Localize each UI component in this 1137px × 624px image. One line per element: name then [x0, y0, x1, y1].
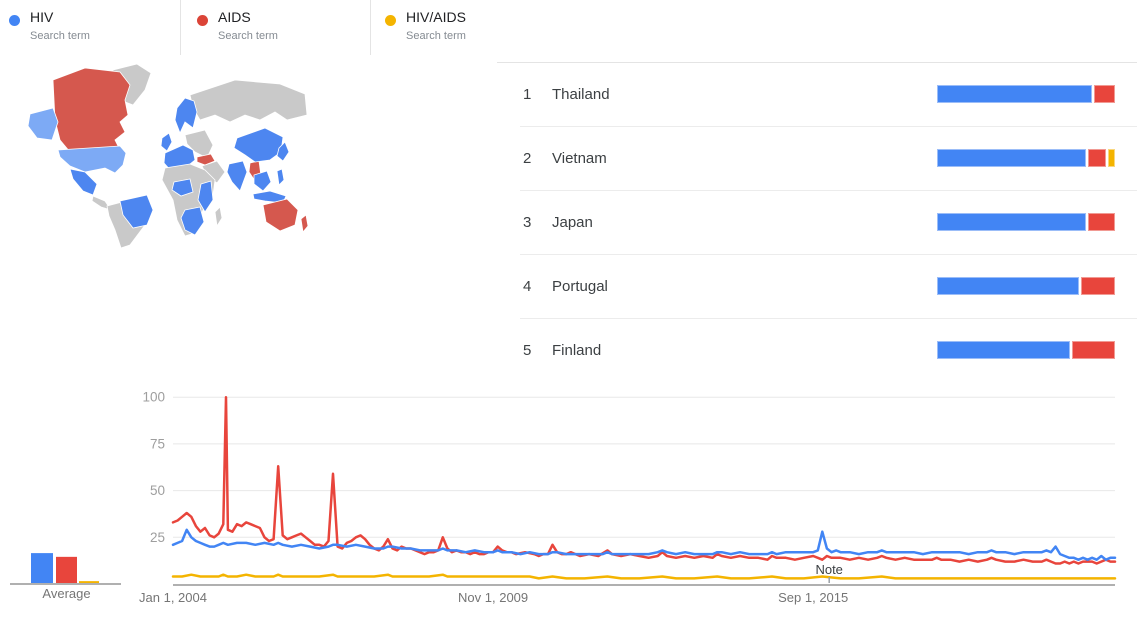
average-bar-hiv — [31, 553, 53, 583]
bar-segment-hiv — [937, 341, 1070, 359]
region-name: Vietnam — [552, 150, 607, 167]
map-region-madagascar[interactable] — [214, 206, 223, 228]
series-line-aids — [171, 395, 1117, 565]
x-axis-tick-label: Sep 1, 2015 — [778, 590, 848, 605]
bar-segment-hiv-aids — [1108, 149, 1115, 167]
legend-term-type: Search term — [218, 30, 278, 42]
search-share-bar — [937, 277, 1117, 295]
series-line-hiv-aids — [171, 573, 1117, 580]
map-region-australia[interactable] — [262, 198, 299, 232]
legend-item-hiv-aids[interactable]: HIV/AIDS Search term — [371, 0, 497, 55]
ranked-list-row[interactable]: 3 Japan — [520, 191, 1137, 255]
rank-number: 4 — [523, 278, 532, 295]
region-name: Portugal — [552, 278, 608, 295]
map-region-philippines[interactable] — [276, 168, 285, 186]
legend-term-type: Search term — [30, 30, 90, 42]
map-region-russia[interactable] — [189, 79, 308, 123]
rank-number: 2 — [523, 150, 532, 167]
map-region-uk[interactable] — [160, 132, 173, 152]
map-region-alaska[interactable] — [27, 107, 59, 141]
bar-segment-aids — [1081, 277, 1115, 295]
x-axis-tick-label: Nov 1, 2009 — [458, 590, 528, 605]
y-axis-tick-label: 100 — [142, 390, 165, 405]
map-region-japan[interactable] — [276, 141, 290, 162]
bar-segment-hiv — [937, 149, 1086, 167]
rank-number: 3 — [523, 214, 532, 231]
legend-term-label: HIV/AIDS — [406, 9, 466, 25]
map-region-west-africa[interactable] — [171, 178, 194, 197]
map-region-southern-africa[interactable] — [180, 206, 205, 236]
map-region-china[interactable] — [233, 127, 284, 163]
map-region-central-america[interactable] — [91, 195, 112, 211]
bar-segment-hiv — [937, 277, 1079, 295]
y-axis-tick-label: 50 — [150, 483, 165, 498]
bar-segment-hiv — [937, 213, 1086, 231]
x-axis-tick-label: Jan 1, 2004 — [139, 590, 207, 605]
rank-number: 1 — [523, 86, 532, 103]
average-axis-label: Average — [42, 586, 91, 601]
legend-item-aids[interactable]: AIDS Search term — [181, 0, 371, 55]
map-region-new-zealand[interactable] — [300, 214, 309, 233]
rank-number: 5 — [523, 342, 532, 359]
search-share-bar — [937, 149, 1117, 167]
bar-segment-aids — [1094, 85, 1115, 103]
hiv-aids-color-dot — [385, 13, 396, 31]
search-share-bar — [937, 213, 1117, 231]
legend-item-hiv[interactable]: HIV Search term — [0, 0, 181, 55]
map-region-mexico[interactable] — [69, 168, 98, 196]
ranked-list-row[interactable]: 2 Vietnam — [520, 127, 1137, 191]
map-region-canada[interactable] — [52, 67, 131, 156]
region-name: Thailand — [552, 86, 610, 103]
ranked-list-row[interactable]: 1 Thailand — [520, 63, 1137, 127]
interest-over-time-chart[interactable]: 25 50 75 100 Jan 1, 2004 Nov 1, 2009 Sep 1, 20… — [90, 385, 1137, 624]
bar-segment-aids — [1088, 213, 1115, 231]
world-choropleth-map[interactable] — [25, 60, 325, 250]
legend-term-label: AIDS — [218, 9, 251, 25]
map-region-usa[interactable] — [57, 145, 127, 174]
region-name: Finland — [552, 342, 602, 359]
map-region-scandinavia[interactable] — [174, 97, 198, 135]
search-share-bar — [937, 85, 1117, 103]
legend-term-label: HIV — [30, 9, 54, 25]
map-region-east-africa[interactable] — [197, 180, 214, 213]
ranked-list-row[interactable]: 4 Portugal — [520, 255, 1137, 319]
bar-segment-hiv — [937, 85, 1092, 103]
average-mini-chart[interactable] — [9, 540, 124, 586]
average-bar-hiv-aids — [79, 581, 99, 583]
region-name: Japan — [552, 214, 593, 231]
search-share-bar — [937, 341, 1117, 359]
map-region-southeast-asia[interactable] — [253, 170, 272, 192]
bar-segment-aids — [1072, 341, 1115, 359]
series-line-hiv — [171, 528, 1117, 561]
ranked-list-row[interactable]: 5 Finland — [520, 319, 1137, 382]
map-region-brazil[interactable] — [119, 194, 154, 229]
y-axis-tick-label: 75 — [150, 436, 165, 451]
chart-note-annotation[interactable]: Note — [815, 562, 842, 577]
y-axis-tick-label: 25 — [150, 530, 165, 545]
legend-term-type: Search term — [406, 30, 466, 42]
bar-segment-aids — [1088, 149, 1106, 167]
average-bar-aids — [56, 556, 77, 583]
aids-color-dot — [197, 13, 208, 31]
ranked-region-list: 1 Thailand 2 Vietnam 3 Japan 4 Portugal 5 Finland — [497, 62, 1137, 382]
map-region-india[interactable] — [226, 160, 248, 192]
hiv-color-dot — [9, 13, 20, 31]
